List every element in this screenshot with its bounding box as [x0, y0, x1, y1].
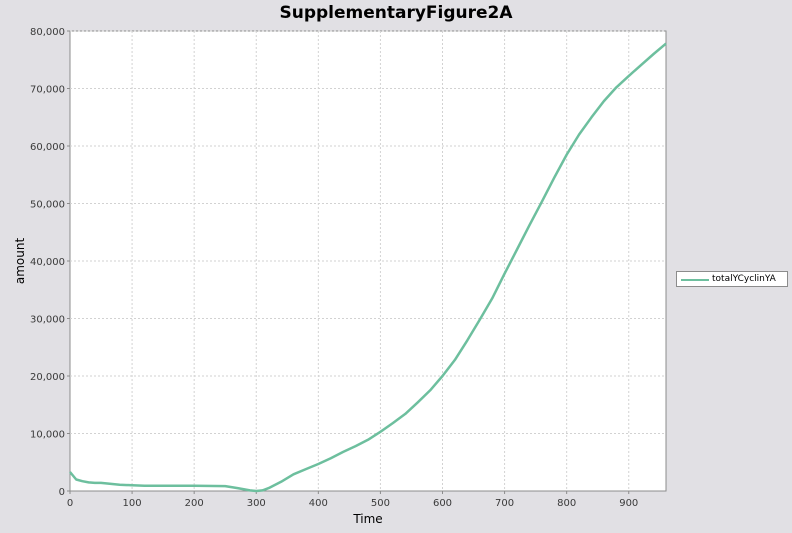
y-tick-label: 60,000: [30, 142, 65, 153]
x-tick-label: 300: [247, 498, 266, 509]
y-tick-label: 80,000: [30, 27, 65, 38]
x-tick-label: 0: [67, 498, 73, 509]
y-tick-label: 50,000: [30, 200, 65, 211]
grid-lines: [70, 30, 666, 491]
y-axis-label: amount: [13, 238, 27, 285]
legend: totalYCyclinYA: [676, 271, 788, 287]
y-tick-label: 0: [59, 487, 65, 498]
axis-ticks: 0 100 200 300 400 500 600 700 800 900 0 10,000 20,00…: [30, 27, 638, 509]
x-tick-label: 400: [309, 498, 328, 509]
x-tick-label: 200: [185, 498, 204, 509]
x-tick-label: 900: [619, 498, 638, 509]
x-axis-label: Time: [352, 512, 382, 526]
y-tick-label: 30,000: [30, 315, 65, 326]
legend-swatch: [681, 279, 709, 281]
series-layer: [69, 42, 667, 493]
legend-label: totalYCyclinYA: [712, 274, 776, 284]
x-tick-label: 600: [433, 498, 452, 509]
x-tick-label: 700: [495, 498, 514, 509]
x-tick-label: 100: [123, 498, 142, 509]
x-tick-label: 800: [557, 498, 576, 509]
chart-title: SupplementaryFigure2A: [279, 3, 513, 23]
y-tick-label: 10,000: [30, 430, 65, 441]
x-tick-label: 500: [371, 498, 390, 509]
y-tick-label: 20,000: [30, 372, 65, 383]
y-tick-label: 70,000: [30, 85, 65, 96]
series-line: [69, 42, 667, 493]
y-tick-label: 40,000: [30, 257, 65, 268]
